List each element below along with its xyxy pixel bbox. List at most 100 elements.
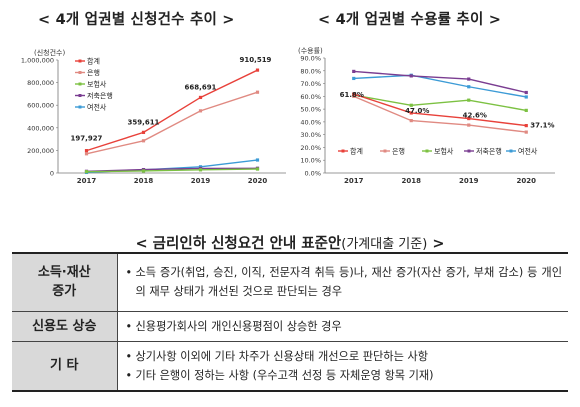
data-label: 61.8% [340, 91, 364, 99]
legend-marker [78, 94, 82, 97]
criteria-row: 기 타 • 상기사항 이외에 기타 차주가 신용상태 개선으로 판단하는 사항 • 기타… [12, 340, 568, 392]
data-point-여전사 [352, 76, 356, 81]
x-tick-label: 2017 [344, 177, 364, 185]
y-tick-label: 600,000 [27, 102, 54, 110]
series-line-저축은행 [353, 70, 527, 94]
criteria-description: • 상기사항 이외에 기타 차주가 신용상태 개선으로 판단하는 사항 • 기타 은행… [117, 340, 568, 392]
series-line-합계 [86, 69, 258, 152]
bullet-item: • 상기사항 이외에 기타 차주가 신용상태 개선으로 판단하는 사항 [126, 347, 563, 366]
data-point-은행 [467, 123, 471, 127]
bullet-text: 상기사항 이외에 기타 차주가 신용상태 개선으로 판단하는 사항 [135, 349, 429, 363]
data-point-은행 [409, 119, 413, 123]
data-point-은행 [255, 90, 260, 94]
y-tick-label: 90.0% [300, 55, 321, 63]
legend-marker [425, 149, 429, 153]
data-point-저축은행 [409, 74, 413, 78]
y-axis-label: (신청건수) [34, 48, 65, 57]
data-point-합계 [409, 111, 413, 115]
data-point-은행 [352, 94, 356, 98]
legend-label: 은행 [87, 68, 100, 77]
bullet-text: 기타 은행이 정하는 사항 (우수고객 선정 등 자체운영 항목 기재) [135, 368, 434, 382]
legend-marker [467, 149, 471, 153]
legend-marker [78, 105, 82, 109]
legend-label: 합계 [87, 57, 100, 66]
data-point-은행 [198, 109, 203, 113]
criteria-row: 소득·재산 증가 • 소득 증가(취업, 승진, 이직, 전문자격 취득 등)나, 재… [12, 252, 568, 312]
data-point-합계 [141, 130, 146, 134]
criteria-heading: 기 타 [12, 340, 118, 392]
bullet-dot: • [125, 349, 133, 363]
data-point-저축은행 [352, 69, 356, 74]
chart-title-applications: < 4개 업권별 신청건수 추이 > [38, 12, 235, 28]
legend-marker [78, 82, 82, 86]
criteria-description: • 신용평가회사의 개인신용평점이 상승한 경우 [117, 310, 568, 342]
legend-label: 보험사 [434, 147, 454, 156]
x-tick-label: 2018 [134, 177, 154, 185]
data-point-합계 [255, 68, 260, 72]
data-label: 37.1% [530, 122, 554, 130]
bullet-text: 소득 증가(취업, 승진, 이직, 전문자격 취득 등)나, 재산 증가(자산 … [135, 266, 563, 299]
y-axis-label: (수용률) [298, 47, 323, 55]
legend-marker [383, 149, 387, 153]
y-tick-label: 400,000 [27, 124, 54, 132]
legend-label: 은행 [392, 147, 405, 156]
y-tick-label: 10.0% [300, 157, 321, 165]
legend-marker [78, 71, 82, 74]
data-point-합계 [352, 92, 356, 96]
data-label: 42.6% [463, 112, 487, 120]
series-line-저축은행 [86, 167, 258, 173]
x-tick-label: 2019 [459, 177, 479, 185]
x-tick-label: 2020 [517, 177, 537, 185]
x-tick-label: 2018 [402, 177, 422, 185]
series-line-합계 [353, 93, 527, 127]
data-point-은행 [141, 139, 146, 143]
y-tick-label: 800,000 [27, 79, 54, 87]
y-tick-label: 80.0% [300, 67, 321, 75]
bullet-dot: • [125, 319, 133, 333]
data-point-합계 [524, 123, 528, 128]
bullet-text: 신용평가회사의 개인신용평점이 상승한 경우 [135, 319, 342, 333]
y-tick-label: 1,000,000 [21, 57, 54, 65]
legend-label: 저축은행 [476, 147, 502, 156]
data-point-여전사 [198, 165, 203, 169]
criteria-heading: 소득·재산 증가 [12, 252, 118, 312]
data-point-보험사 [84, 170, 89, 174]
legend-label: 여전사 [518, 147, 538, 156]
y-tick-label: 20.0% [300, 144, 321, 152]
y-tick-label: 30.0% [300, 131, 321, 139]
data-point-은행 [84, 152, 89, 156]
series-line-보험사 [86, 168, 258, 173]
data-point-보험사 [198, 168, 203, 172]
legend-marker [509, 149, 513, 153]
data-point-보험사 [467, 98, 471, 102]
legend-label: 합계 [350, 147, 363, 156]
data-point-저축은행 [467, 77, 471, 81]
data-point-여전사 [255, 158, 260, 162]
legend-marker [341, 149, 345, 153]
data-point-여전사 [524, 95, 528, 99]
y-tick-label: 0 [50, 170, 54, 178]
y-tick-label: 200,000 [27, 147, 54, 155]
bullet-dot: • [125, 368, 133, 382]
data-point-보험사 [409, 103, 413, 107]
section-title: < 금리인하 신청요건 안내 표준안(가계대출 기준) > [135, 236, 445, 252]
series-line-은행 [353, 95, 527, 133]
data-point-합계 [198, 95, 203, 100]
data-point-은행 [524, 130, 528, 134]
criteria-description: • 소득 증가(취업, 승진, 이직, 전문자격 취득 등)나, 재산 증가(자산… [117, 252, 568, 312]
series-line-여전사 [353, 74, 527, 98]
y-tick-label: 70.0% [300, 80, 321, 88]
applications-line-chart: (신청건수) 0 200,000 400,000 600,000 800,000 1,000… [21, 48, 286, 185]
criteria-heading: 신용도 상승 [12, 310, 118, 342]
data-label: 910,519 [240, 56, 272, 64]
data-point-저축은행 [524, 90, 528, 95]
y-tick-label: 0.0% [304, 170, 321, 178]
data-label: 359,611 [128, 118, 160, 126]
series-line-보험사 [353, 94, 527, 112]
x-tick-label: 2017 [77, 177, 97, 185]
legend-label: 여전사 [87, 103, 107, 112]
y-tick-label: 40.0% [300, 118, 321, 126]
x-tick-label: 2019 [191, 177, 211, 185]
data-point-합계 [84, 149, 89, 153]
data-point-보험사 [524, 108, 528, 112]
